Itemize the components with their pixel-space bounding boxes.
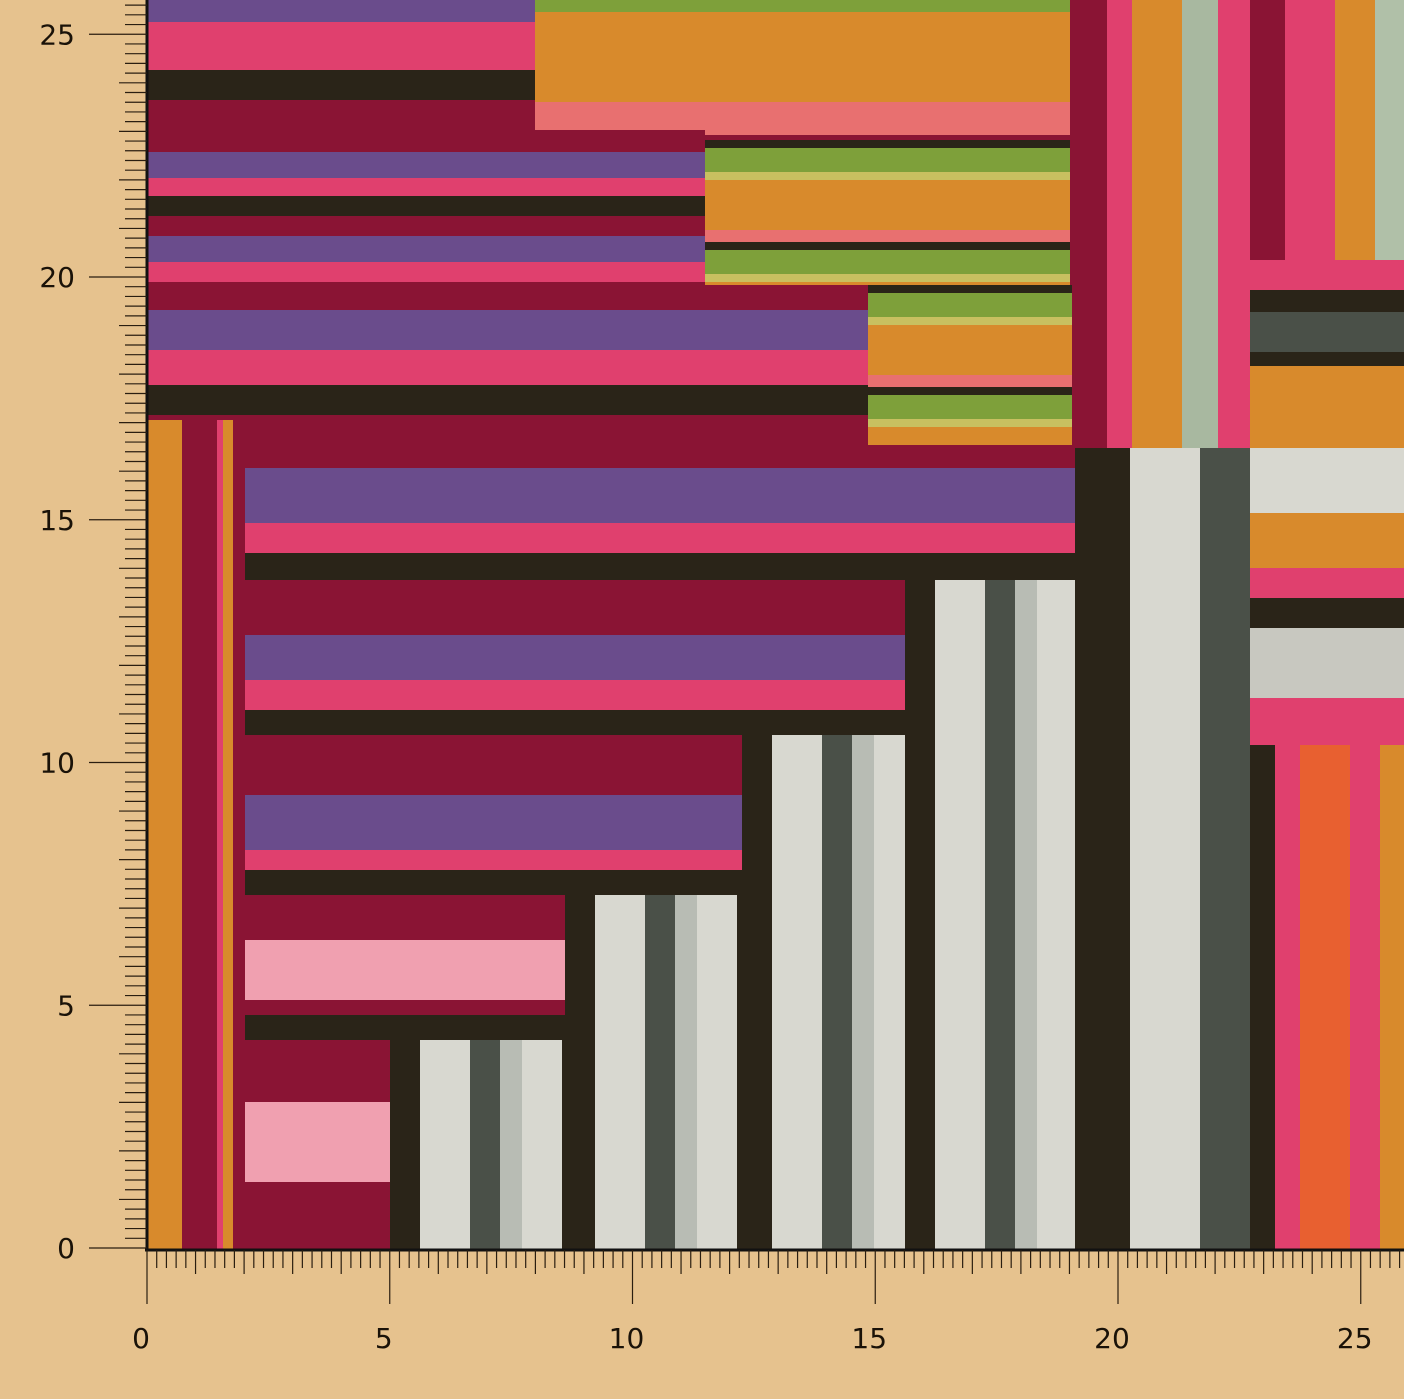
- fabric-patch: [1075, 448, 1250, 1250]
- y-tick-label: 25: [39, 18, 75, 51]
- fabric-patch: [147, 0, 535, 130]
- fabric-patch: [742, 735, 905, 1250]
- fabric-patch: [245, 895, 565, 1040]
- fabric-swatch: [147, 0, 1404, 1250]
- x-tick-label: 20: [1094, 1322, 1130, 1355]
- fabric-patch: [245, 448, 1075, 580]
- fabric-patch: [1250, 745, 1404, 1250]
- fabric-patch: [1072, 0, 1250, 448]
- x-tick-label: 25: [1337, 1322, 1373, 1355]
- y-tick-label: 5: [57, 989, 75, 1022]
- y-tick-label: 15: [39, 504, 75, 537]
- fabric-patch: [245, 1040, 390, 1250]
- fabric-patch: [705, 140, 1070, 285]
- fabric-patch: [147, 420, 245, 1250]
- fabric-patch: [535, 0, 1070, 135]
- y-tick-label: 10: [39, 747, 75, 780]
- x-tick-label: 15: [851, 1322, 887, 1355]
- fabric-patch: [1250, 448, 1404, 745]
- fabric-patch: [245, 735, 742, 895]
- x-tick-label: 10: [609, 1322, 645, 1355]
- x-tick-label: 0: [132, 1322, 150, 1355]
- fabric-patch: [245, 580, 905, 735]
- x-tick-label: 5: [375, 1322, 393, 1355]
- fabric-patch: [147, 130, 705, 285]
- fabric-patch: [905, 580, 1075, 1250]
- fabric-patch: [1250, 260, 1404, 448]
- fabric-patch: [565, 895, 742, 1250]
- fabric-patch: [1250, 0, 1404, 260]
- fabric-patch: [868, 285, 1072, 445]
- fabric-patch: [147, 285, 868, 435]
- fabric-patch: [390, 1040, 565, 1250]
- y-tick-label: 0: [57, 1232, 75, 1265]
- y-tick-label: 20: [39, 261, 75, 294]
